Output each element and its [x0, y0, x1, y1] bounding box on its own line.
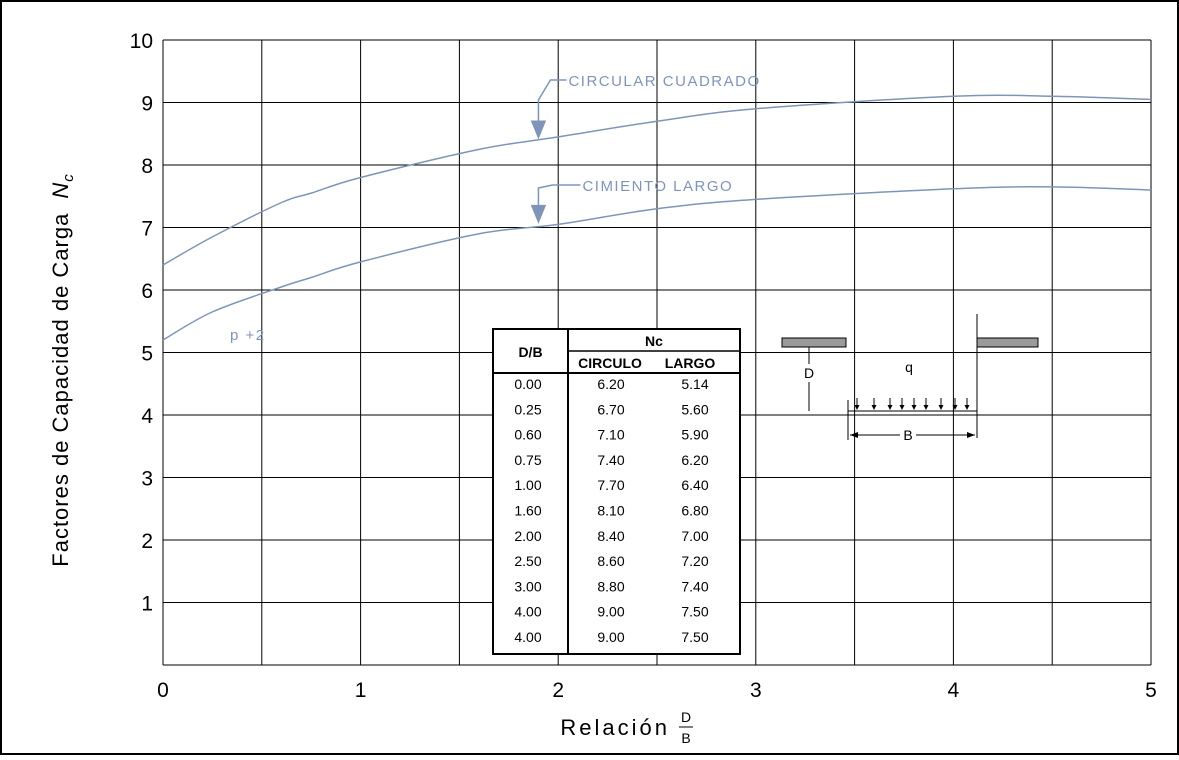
load-arrow-head — [899, 405, 905, 410]
table-cell-circulo: 7.10 — [597, 427, 624, 443]
y-axis-label: Factores de Capacidad de Carga Nc — [48, 173, 77, 566]
y-tick-label: 1 — [141, 593, 153, 616]
table-cell-db: 3.00 — [514, 578, 541, 594]
depth-label-bg — [801, 364, 817, 382]
load-arrow-head — [871, 405, 877, 410]
grid-layer — [162, 39, 1152, 666]
series-layer — [162, 94, 1152, 341]
depth-label-D: D — [804, 365, 814, 381]
series-line-circular-cuadrado — [162, 94, 1152, 266]
table-header-circulo: CIRCULO — [578, 355, 642, 371]
y-tick-label: 10 — [130, 30, 153, 53]
table-cell-largo: 7.20 — [681, 553, 708, 569]
width-dimension-arrow-right — [967, 432, 975, 438]
load-arrow-head — [911, 405, 917, 410]
x-tick-label: 0 — [157, 679, 169, 702]
series-line-cimiento-largo — [162, 186, 1152, 341]
table-cell-circulo: 8.10 — [597, 503, 624, 519]
table-cell-db: 0.75 — [514, 452, 541, 468]
table-cell-circulo: 9.00 — [597, 604, 624, 620]
table-cell-largo: 5.90 — [681, 427, 708, 443]
table-cell-db: 4.00 — [514, 629, 541, 645]
annotation-layer: CIRCULAR CUADRADO CIMIENTO LARGO p +2 — [230, 73, 760, 344]
table-header-nc: Nc — [645, 333, 663, 349]
x-tick-label: 4 — [948, 679, 960, 702]
table-header-db: D/B — [518, 344, 542, 360]
load-label-q: q — [905, 359, 913, 375]
table-cell-circulo: 8.40 — [597, 528, 624, 544]
table-cell-circulo: 7.70 — [597, 477, 624, 493]
y-axis-label-main: Factores de Capacidad de Carga — [48, 213, 73, 567]
table-cell-largo: 6.80 — [681, 503, 708, 519]
table-cell-db: 1.60 — [514, 503, 541, 519]
y-tick-label: 3 — [141, 468, 153, 491]
table-cell-circulo: 7.40 — [597, 452, 624, 468]
x-tick-label: 2 — [552, 679, 564, 702]
table-header-largo: LARGO — [665, 355, 716, 371]
annotation-arrow-cimiento-largo — [530, 204, 547, 224]
table-cell-circulo: 6.20 — [597, 376, 624, 392]
x-axis-label: Relación — [560, 715, 670, 740]
tick-layer: 0 1 2 3 4 5 1 2 3 4 5 6 7 8 9 10 — [130, 30, 1157, 702]
table-cell-db: 0.25 — [514, 401, 541, 417]
x-tick-label: 3 — [750, 679, 762, 702]
table-cell-largo: 5.14 — [681, 376, 708, 392]
y-tick-label: 2 — [141, 530, 153, 553]
x-tick-label: 5 — [1145, 679, 1157, 702]
width-dimension-arrow-left — [850, 432, 858, 438]
table-cell-largo: 7.40 — [681, 578, 708, 594]
table-frame — [492, 328, 741, 655]
table-cell-db: 1.00 — [514, 477, 541, 493]
table-cell-db: 2.50 — [514, 553, 541, 569]
load-arrow-head — [923, 405, 929, 410]
annotation-arrow-circular-cuadrado — [530, 120, 547, 140]
table-cell-largo: 6.20 — [681, 452, 708, 468]
load-arrow-head — [887, 405, 893, 410]
table-cell-largo: 7.50 — [681, 629, 708, 645]
y-tick-label: 7 — [141, 218, 153, 241]
table-cell-circulo: 9.00 — [597, 629, 624, 645]
y-tick-label: 5 — [141, 343, 153, 366]
table-cell-circulo: 8.80 — [597, 578, 624, 594]
y-axis-label-subscript: c — [60, 173, 77, 182]
load-arrow-head — [964, 405, 970, 410]
annotation-cimiento-largo: CIMIENTO LARGO — [582, 178, 733, 195]
annotation-leader-circular-cuadrado — [537, 79, 567, 123]
load-arrow-head — [854, 405, 860, 410]
table-cell-circulo: 6.70 — [597, 401, 624, 417]
table-cell-largo: 6.40 — [681, 477, 708, 493]
y-tick-label: 8 — [141, 155, 153, 178]
x-tick-label: 1 — [355, 679, 367, 702]
ground-strip-right — [976, 337, 1039, 348]
table-cell-db: 0.60 — [514, 427, 541, 443]
table-cell-db: 2.00 — [514, 528, 541, 544]
table-cell-largo: 5.60 — [681, 401, 708, 417]
table-cell-circulo: 8.60 — [597, 553, 624, 569]
load-arrow-head — [938, 405, 944, 410]
annotation-circular-cuadrado: CIRCULAR CUADRADO — [568, 73, 760, 90]
table-cell-db: 4.00 — [514, 604, 541, 620]
annotation-p-plus-2: p +2 — [230, 327, 266, 344]
load-arrow-head — [952, 405, 958, 410]
y-tick-label: 4 — [141, 405, 153, 428]
table-cell-largo: 7.50 — [681, 604, 708, 620]
y-tick-label: 6 — [141, 280, 153, 303]
table-cell-db: 0.00 — [514, 376, 541, 392]
y-axis-label-symbol: N — [48, 182, 73, 199]
ground-strip-left — [781, 337, 847, 348]
table-cell-largo: 7.00 — [681, 528, 708, 544]
width-label-B: B — [903, 427, 912, 443]
x-axis-label-numerator: D — [681, 709, 691, 725]
annotation-leader-cimiento-largo — [537, 184, 581, 208]
x-axis-label-denominator: B — [681, 730, 690, 746]
width-label-bg — [900, 427, 916, 443]
y-tick-label: 9 — [141, 93, 153, 116]
